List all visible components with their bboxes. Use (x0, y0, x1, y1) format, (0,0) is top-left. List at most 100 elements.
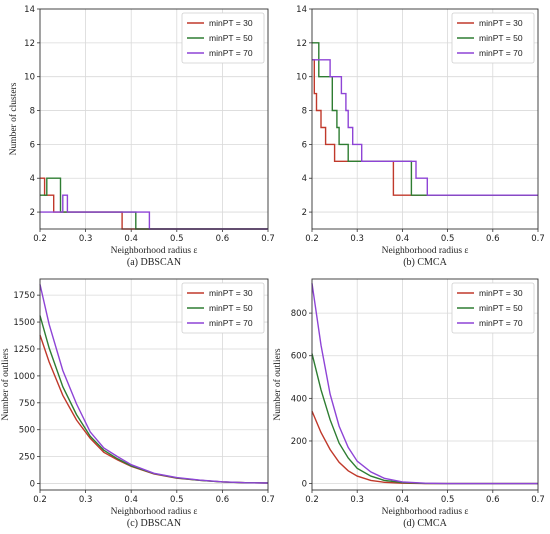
x-tick-label: 0.7 (261, 234, 275, 244)
y-tick-label: 14 (24, 5, 35, 15)
legend-label: minPT = 50 (479, 303, 523, 313)
y-tick-label: 6 (30, 140, 35, 150)
x-tick-label: 0.4 (396, 495, 410, 505)
y-tick-label: 2 (302, 208, 307, 218)
panel-caption: (a) DBSCAN (127, 257, 181, 268)
legend-label: minPT = 30 (209, 18, 253, 28)
legend-label: minPT = 50 (209, 303, 253, 313)
y-tick-label: 4 (302, 174, 307, 184)
y-tick-label: 0 (302, 480, 307, 490)
x-tick-label: 0.6 (486, 495, 500, 505)
x-tick-label: 0.2 (33, 495, 47, 505)
x-axis-label: Neighborhood radius ε (382, 507, 469, 517)
series-line-3 (311, 283, 538, 485)
y-tick-label: 8 (30, 107, 35, 117)
legend-label: minPT = 50 (479, 33, 523, 43)
legend-label: minPT = 50 (209, 33, 253, 43)
legend-box (181, 282, 265, 334)
x-tick-label: 0.6 (216, 495, 230, 505)
y-tick-label: 800 (291, 309, 307, 319)
x-tick-label: 0.7 (261, 495, 275, 505)
x-tick-label: 0.4 (124, 495, 138, 505)
x-tick-label: 0.7 (531, 495, 545, 505)
legend: minPT = 30 minPT = 50 minPT = 70 (451, 282, 535, 334)
series-line-3 (312, 59, 538, 196)
legend-label: minPT = 70 (479, 48, 523, 58)
legend: minPT = 30 minPT = 50 minPT = 70 (181, 282, 265, 334)
x-axis-label: Neighborhood radius ε (111, 507, 198, 517)
y-tick-label: 4 (30, 174, 35, 184)
x-tick-label: 0.4 (396, 234, 410, 244)
plot-frame (39, 8, 269, 230)
y-tick-label: 600 (291, 352, 307, 362)
x-tick-label: 0.5 (170, 234, 184, 244)
x-tick-label: 0.5 (441, 234, 455, 244)
y-axis-label: Number of outliers (0, 348, 11, 421)
legend-label: minPT = 70 (209, 48, 253, 58)
x-axis-label: Neighborhood radius ε (382, 246, 469, 256)
legend-box (181, 12, 265, 64)
x-tick-label: 0.6 (216, 234, 230, 244)
legend-label: minPT = 30 (479, 288, 523, 298)
legend-label: minPT = 30 (479, 18, 523, 28)
y-tick-label: 12 (296, 39, 307, 49)
x-tick-label: 0.5 (170, 495, 184, 505)
y-tick-label: 10 (296, 73, 307, 83)
x-tick-label: 0.3 (350, 234, 364, 244)
y-tick-label: 1250 (13, 345, 35, 355)
x-tick-label: 0.3 (79, 234, 93, 244)
y-tick-label: 0 (30, 480, 35, 490)
y-tick-label: 1500 (13, 318, 35, 328)
series-line-3 (40, 194, 268, 230)
y-tick-label: 200 (291, 437, 307, 447)
y-tick-label: 500 (19, 426, 35, 436)
x-tick-label: 0.6 (486, 234, 500, 244)
y-tick-label: 14 (296, 5, 307, 15)
y-axis-label: Number of outliers (272, 348, 283, 421)
series-line-1 (312, 59, 538, 196)
plot-frame (311, 278, 539, 491)
series-line-3 (39, 284, 269, 484)
legend-label: minPT = 70 (209, 318, 253, 328)
series-line-1 (311, 410, 538, 485)
x-tick-label: 0.3 (79, 495, 93, 505)
y-tick-label: 6 (302, 140, 307, 150)
x-tick-label: 0.4 (124, 234, 138, 244)
legend-label: minPT = 30 (209, 288, 253, 298)
series-line-2 (311, 353, 538, 485)
plot-frame (311, 8, 539, 230)
series-line-2 (312, 42, 538, 196)
legend: minPT = 30 minPT = 50 minPT = 70 (451, 12, 535, 64)
y-tick-label: 12 (24, 39, 35, 49)
x-tick-label: 0.3 (350, 495, 364, 505)
y-tick-label: 10 (24, 73, 35, 83)
legend-label: minPT = 70 (479, 318, 523, 328)
panel-caption: (c) DBSCAN (127, 518, 181, 529)
x-tick-label: 0.2 (305, 234, 319, 244)
y-tick-label: 250 (19, 453, 35, 463)
series-line-2 (40, 177, 268, 230)
y-tick-label: 8 (302, 107, 307, 117)
x-tick-label: 0.2 (305, 495, 319, 505)
x-tick-label: 0.5 (441, 495, 455, 505)
y-tick-label: 1000 (13, 372, 35, 382)
panel-caption: (d) CMCA (403, 518, 447, 529)
legend: minPT = 30 minPT = 50 minPT = 70 (181, 12, 265, 64)
x-tick-label: 0.7 (531, 234, 545, 244)
panel-caption: (b) CMCA (403, 257, 447, 268)
chart-panel-4: 0.2 0.3 0.4 0.5 0.6 0.7 0 200 400 600 800 minPT = 3… (272, 278, 545, 529)
legend-box (451, 282, 535, 334)
y-tick-label: 2 (30, 208, 35, 218)
chart-panel-3: 0.2 0.3 0.4 0.5 0.6 0.7 0 250 500 750 1000 1250 1500… (0, 278, 275, 529)
y-axis-label: Number of clusters (8, 82, 19, 155)
y-tick-label: 400 (291, 394, 307, 404)
x-axis-label: Neighborhood radius ε (111, 246, 198, 256)
plot-frame (39, 278, 269, 491)
y-tick-label: 750 (19, 399, 35, 409)
x-tick-label: 0.2 (33, 234, 47, 244)
legend-box (451, 12, 535, 64)
series-line-1 (40, 177, 268, 230)
